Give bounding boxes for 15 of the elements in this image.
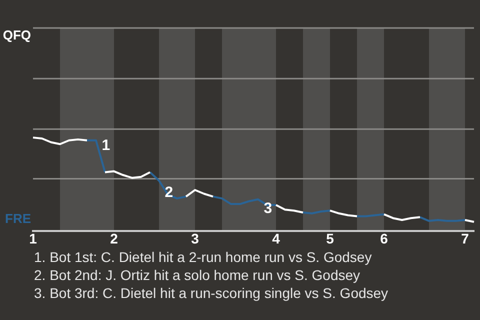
x-tick-label: 2 <box>110 230 118 246</box>
text: FRE <box>5 210 32 226</box>
annotation: 2 <box>164 184 174 201</box>
x-tick-label: 1 <box>29 230 38 246</box>
text: 3. Bot 3rd: C. Dietel hit a run-scoring single vs S. Godsey <box>34 284 390 302</box>
x-tick-label: 5 <box>326 230 334 246</box>
x-tick-label: 4 <box>272 230 280 246</box>
annotation: 3 <box>264 200 272 217</box>
text: 2. Bot 2nd: J. Ortiz hit a solo home run vs S. Godsey <box>34 266 362 284</box>
text: QFQ <box>2 28 31 43</box>
x-tick-label: 3 <box>191 230 200 246</box>
x-tick-label: 7 <box>461 230 470 246</box>
x-tick-label: 6 <box>380 230 388 246</box>
annotation: 1 <box>102 137 110 154</box>
text: 1. Bot 1st: C. Dietel hit a 2-run home run vs S. Godsey <box>34 248 373 266</box>
